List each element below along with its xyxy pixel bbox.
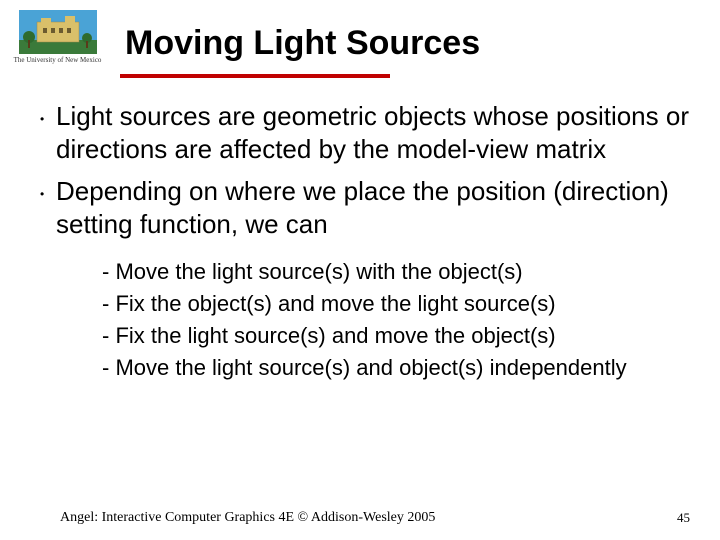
footer: Angel: Interactive Computer Graphics 4E …	[60, 510, 690, 526]
sub-item: - Fix the light source(s) and move the o…	[102, 320, 690, 352]
bullet-text: Depending on where we place the position…	[56, 175, 690, 240]
unm-logo-icon	[19, 10, 97, 54]
sub-list: - Move the light source(s) with the obje…	[40, 250, 690, 384]
sub-item: - Fix the object(s) and move the light s…	[102, 288, 690, 320]
bullet-dot-icon: •	[40, 175, 56, 240]
bullet-dot-icon: •	[40, 100, 56, 165]
bullet-item: • Depending on where we place the positi…	[40, 175, 690, 240]
bullet-item: • Light sources are geometric objects wh…	[40, 100, 690, 165]
sub-item: - Move the light source(s) with the obje…	[102, 256, 690, 288]
bullet-text: Light sources are geometric objects whos…	[56, 100, 690, 165]
sub-item: - Move the light source(s) and object(s)…	[102, 352, 690, 384]
logo-block: The University of New Mexico	[10, 10, 105, 64]
logo-caption: The University of New Mexico	[10, 56, 105, 64]
slide-title: Moving Light Sources	[125, 24, 480, 63]
content-area: • Light sources are geometric objects wh…	[0, 78, 720, 384]
page-number: 45	[677, 510, 690, 526]
footer-citation: Angel: Interactive Computer Graphics 4E …	[60, 510, 435, 526]
header: The University of New Mexico Moving Ligh…	[0, 0, 720, 64]
